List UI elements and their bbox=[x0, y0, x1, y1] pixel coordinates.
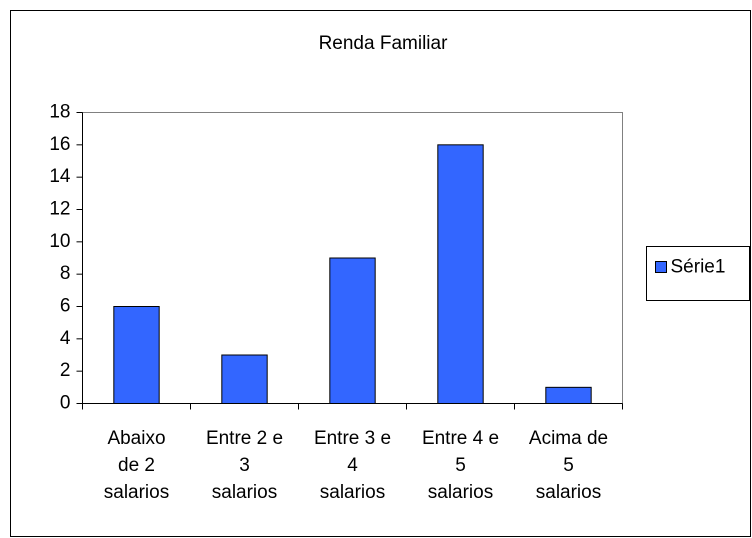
y-tick-label: 8 bbox=[60, 263, 71, 284]
legend-box bbox=[646, 246, 750, 301]
bar bbox=[221, 354, 268, 404]
y-tick-label: 2 bbox=[60, 360, 71, 381]
bar bbox=[545, 386, 592, 405]
chart-title: Renda Familiar bbox=[319, 33, 448, 54]
x-tick-label: Acima de 5 salarios bbox=[528, 428, 609, 503]
y-tick-label: 6 bbox=[60, 296, 71, 317]
x-tick-label: Entre 2 e 3 salarios bbox=[205, 428, 284, 503]
y-tick-label: 12 bbox=[49, 199, 70, 220]
bar bbox=[329, 257, 376, 404]
legend-swatch bbox=[655, 261, 667, 273]
x-tick-label: Entre 3 e 4 salarios bbox=[313, 428, 392, 503]
y-tick-label: 0 bbox=[60, 393, 71, 414]
bar bbox=[113, 306, 160, 404]
x-tick-label: Abaixo de 2 salarios bbox=[103, 428, 170, 503]
x-tick-label: Entre 4 e 5 salarios bbox=[421, 428, 500, 503]
legend-label: Série1 bbox=[671, 257, 726, 278]
y-tick-label: 18 bbox=[49, 102, 70, 123]
y-tick-label: 4 bbox=[60, 328, 71, 349]
y-tick-label: 10 bbox=[49, 231, 70, 252]
y-tick-label: 16 bbox=[49, 134, 70, 155]
bar bbox=[437, 144, 484, 404]
y-tick-label: 14 bbox=[49, 166, 71, 187]
